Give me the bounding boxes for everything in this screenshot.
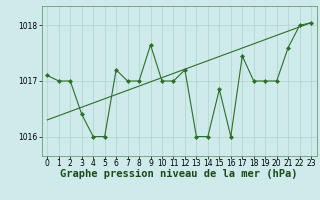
X-axis label: Graphe pression niveau de la mer (hPa): Graphe pression niveau de la mer (hPa) xyxy=(60,169,298,179)
